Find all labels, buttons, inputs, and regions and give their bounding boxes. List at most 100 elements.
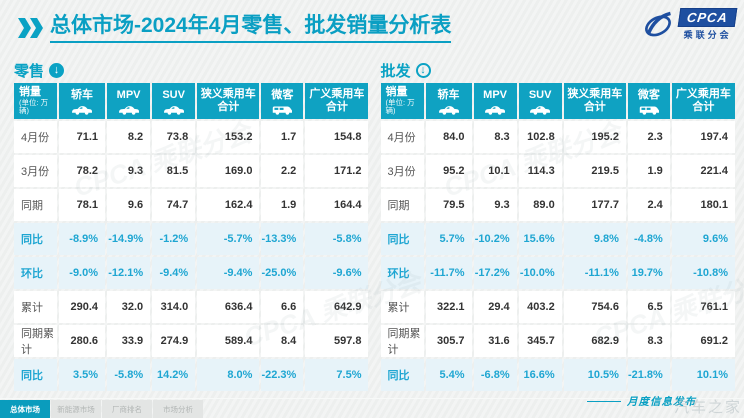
table-cell: -1.2% — [152, 223, 196, 255]
column-header-3: SUV — [152, 83, 196, 119]
cpca-logo-subtext: 乘联分会 — [683, 30, 732, 40]
table-cell: -17.2% — [473, 257, 517, 289]
wholesale-section: 批发 ↓ 销量 (单位: 万辆) 轿车 MPV SUV 狭义乘用车 合计 微客 广义乘用车 合计 4… — [380, 60, 736, 391]
column-header-label: MPV — [483, 88, 507, 101]
table-cell: -14.9% — [107, 223, 151, 255]
double-chevron-right-icon — [18, 18, 43, 38]
table-cell: -13.3% — [261, 223, 304, 255]
table-cell: 5.4% — [425, 359, 472, 391]
table-cell: 153.2 — [197, 121, 260, 153]
table-cell: 84.0 — [425, 121, 472, 153]
table-cell: 754.6 — [563, 291, 626, 323]
table-cell: 9.6 — [107, 189, 151, 221]
car-icon — [71, 102, 93, 116]
column-header-label2: 合计 — [692, 101, 715, 113]
table-cell: 154.8 — [305, 121, 369, 153]
table-cell: 691.2 — [671, 325, 735, 357]
title-bar: 总体市场-2024年4月零售、批发销量分析表 — [18, 14, 452, 44]
cpca-swoosh-icon — [645, 11, 672, 36]
cpca-logo-acronym: CPCA — [677, 8, 738, 27]
column-header-5: 微客 — [627, 83, 670, 119]
row-label: 3月份 — [380, 155, 424, 187]
table-cell: 761.1 — [671, 291, 735, 323]
footer-tabs: 总体市场 新能源市场 厂商排名 市场分析 — [0, 400, 203, 418]
row-label: 累计 — [380, 291, 424, 323]
column-header-6: 广义乘用车 合计 — [305, 83, 369, 119]
wholesale-section-label: 批发 — [380, 62, 411, 80]
table-cell: 15.6% — [518, 223, 562, 255]
table-cell: 1.9 — [261, 189, 304, 221]
table-cell: -8.9% — [59, 223, 106, 255]
table-cell: 79.5 — [425, 189, 472, 221]
table-cell: 169.0 — [197, 155, 260, 187]
table-cell: 8.2 — [107, 121, 151, 153]
table-cell: 280.6 — [59, 325, 106, 357]
footer-note: 月度信息发布 — [587, 394, 696, 409]
table-cell: 171.2 — [305, 155, 369, 187]
car-icon — [529, 102, 551, 116]
table-cell: 74.7 — [152, 189, 196, 221]
table-cell: 8.0% — [197, 359, 260, 391]
table-cell: -10.2% — [473, 223, 517, 255]
table-cell: 3.5% — [59, 359, 106, 391]
column-header-label: 狭义乘用车 — [567, 88, 623, 101]
table-cell: 9.8% — [563, 223, 626, 255]
row-label: 同比 — [14, 359, 58, 391]
table-cell: -21.8% — [627, 359, 670, 391]
column-header-2: MPV — [473, 83, 517, 119]
row-label: 同比 — [380, 359, 424, 391]
table-cell: -6.8% — [473, 359, 517, 391]
car-icon — [484, 102, 506, 116]
van-icon — [638, 102, 660, 116]
table-cell: -11.7% — [425, 257, 472, 289]
column-header-label: 销量 — [385, 86, 408, 99]
table-cell: -9.6% — [305, 257, 369, 289]
column-header-label: 轿车 — [437, 88, 460, 101]
table-cell: 5.7% — [425, 223, 472, 255]
column-header-unit: (单位: 万辆) — [19, 97, 49, 116]
column-header-1: 轿车 — [59, 83, 106, 119]
table-cell: -9.4% — [152, 257, 196, 289]
column-header-unit: (单位: 万辆) — [385, 97, 415, 116]
column-header-label: 销量 — [19, 86, 41, 99]
table-cell: 589.4 — [197, 325, 260, 357]
car-icon — [438, 102, 460, 116]
table-cell: 7.5% — [305, 359, 369, 391]
wholesale-table: 销量 (单位: 万辆) 轿车 MPV SUV 狭义乘用车 合计 微客 广义乘用车 合计 4月份 84.… — [380, 83, 736, 391]
table-cell: 78.2 — [59, 155, 106, 187]
table-cell: 78.1 — [59, 189, 106, 221]
column-header-label: 广义乘用车 — [309, 88, 365, 101]
table-cell: 114.3 — [518, 155, 562, 187]
column-header-5: 微客 — [261, 83, 304, 119]
table-cell: 29.4 — [473, 291, 517, 323]
table-cell: 95.2 — [425, 155, 472, 187]
column-header-0: 销量 (单位: 万辆) — [14, 83, 58, 119]
row-label: 同期 — [14, 189, 58, 221]
column-header-label2: 合计 — [217, 101, 240, 113]
table-cell: 19.7% — [627, 257, 670, 289]
footer-tab-2[interactable]: 厂商排名 — [102, 400, 152, 418]
footer-tab-1[interactable]: 新能源市场 — [51, 400, 101, 418]
table-cell: -4.8% — [627, 223, 670, 255]
table-cell: 162.4 — [197, 189, 260, 221]
table-cell: 322.1 — [425, 291, 472, 323]
car-icon — [163, 102, 185, 116]
table-cell: -12.1% — [107, 257, 151, 289]
footer-tab-3[interactable]: 市场分析 — [153, 400, 203, 418]
column-header-4: 狭义乘用车 合计 — [563, 83, 626, 119]
table-cell: 102.8 — [518, 121, 562, 153]
table-cell: 305.7 — [425, 325, 472, 357]
row-label: 环比 — [14, 257, 58, 289]
table-cell: -10.8% — [671, 257, 735, 289]
table-cell: 6.6 — [261, 291, 304, 323]
footer-tab-0[interactable]: 总体市场 — [0, 400, 50, 418]
table-cell: 32.0 — [107, 291, 151, 323]
table-cell: 16.6% — [518, 359, 562, 391]
column-header-label: 广义乘用车 — [675, 88, 731, 101]
retail-section-header: 零售 ↓ — [14, 60, 369, 80]
table-cell: -9.0% — [59, 257, 106, 289]
table-cell: 9.6% — [671, 223, 735, 255]
row-label: 同比 — [380, 223, 424, 255]
table-cell: 2.4 — [627, 189, 670, 221]
table-cell: 73.8 — [152, 121, 196, 153]
